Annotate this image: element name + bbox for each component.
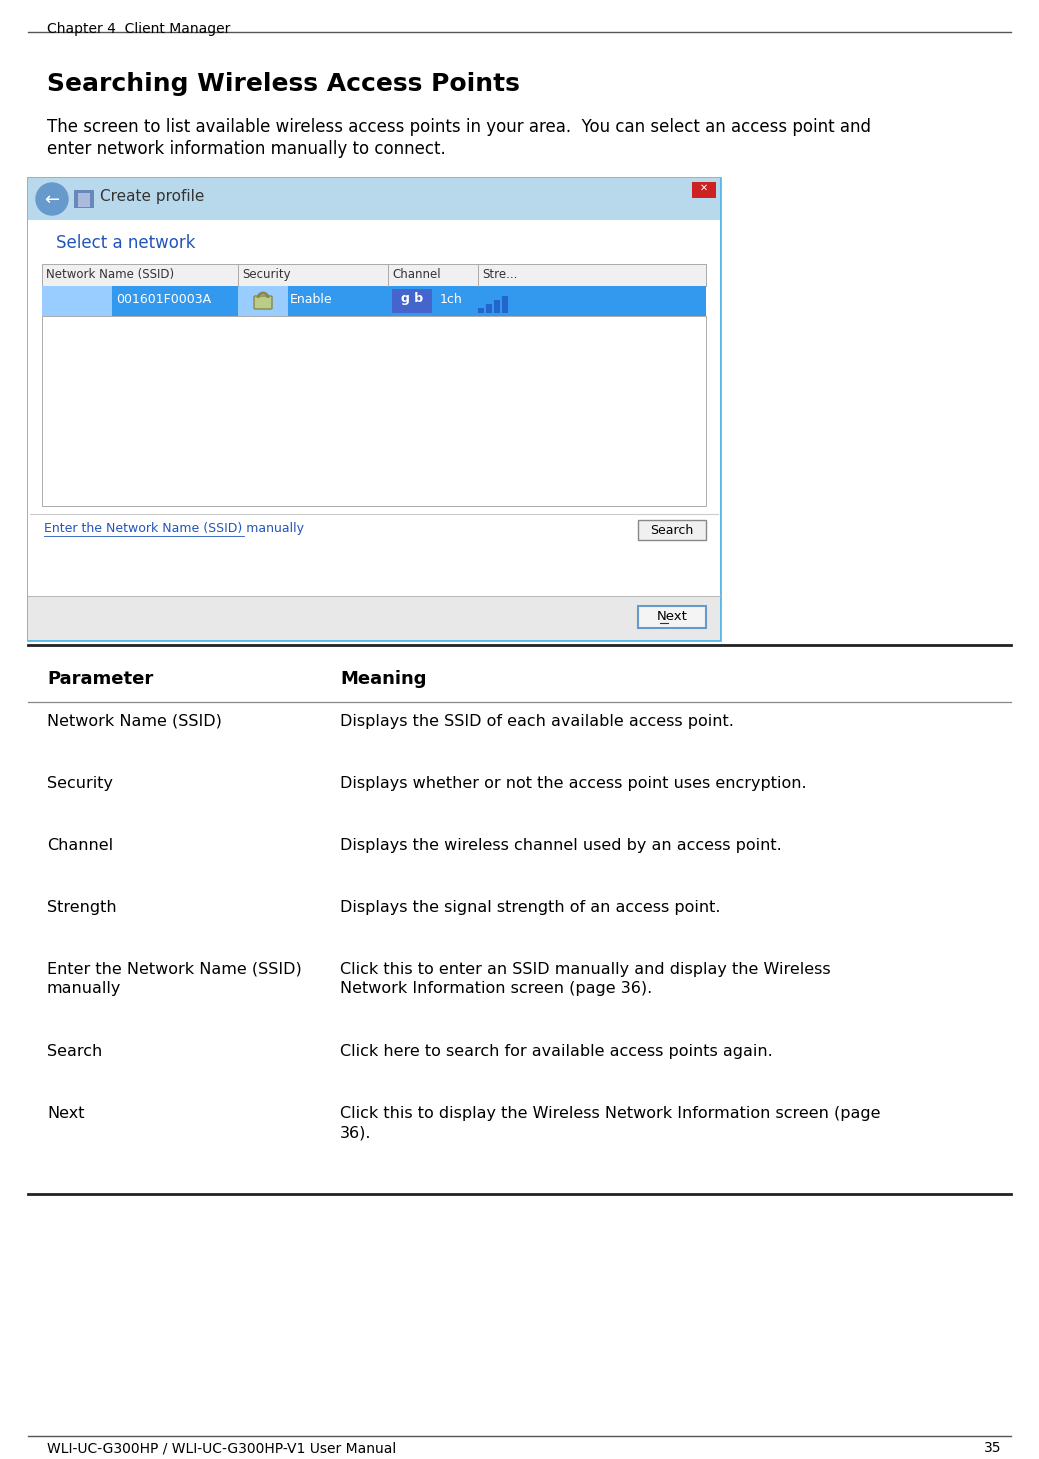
Text: Security: Security bbox=[47, 776, 113, 791]
Bar bbox=[42, 264, 705, 286]
Text: Displays the signal strength of an access point.: Displays the signal strength of an acces… bbox=[340, 900, 720, 915]
Text: Enter the Network Name (SSID)
manually: Enter the Network Name (SSID) manually bbox=[47, 961, 301, 996]
Bar bbox=[238, 286, 288, 317]
Text: Displays the SSID of each available access point.: Displays the SSID of each available acce… bbox=[340, 713, 734, 730]
Bar bbox=[494, 301, 500, 314]
Text: enter network information manually to connect.: enter network information manually to co… bbox=[47, 140, 446, 158]
Text: Enter the Network Name (SSID) manually: Enter the Network Name (SSID) manually bbox=[44, 522, 304, 535]
Text: Stre...: Stre... bbox=[482, 268, 517, 282]
Text: The screen to list available wireless access points in your area.  You can selec: The screen to list available wireless ac… bbox=[47, 118, 871, 136]
Text: 001601F0003A: 001601F0003A bbox=[116, 293, 211, 306]
Text: 1ch: 1ch bbox=[439, 293, 462, 306]
Bar bbox=[692, 182, 716, 198]
Text: Click here to search for available access points again.: Click here to search for available acces… bbox=[340, 1045, 773, 1059]
Bar bbox=[42, 317, 705, 506]
Bar bbox=[28, 178, 720, 641]
Bar bbox=[42, 286, 112, 317]
Circle shape bbox=[36, 182, 68, 214]
Text: WLI-UC-G300HP / WLI-UC-G300HP-V1 User Manual: WLI-UC-G300HP / WLI-UC-G300HP-V1 User Ma… bbox=[47, 1441, 396, 1455]
Text: Channel: Channel bbox=[47, 837, 113, 854]
Bar bbox=[638, 519, 705, 540]
Text: ←: ← bbox=[45, 191, 59, 209]
Text: Channel: Channel bbox=[392, 268, 441, 282]
Text: Click this to display the Wireless Network Information screen (page
36).: Click this to display the Wireless Netwo… bbox=[340, 1106, 880, 1139]
Text: Parameter: Parameter bbox=[47, 670, 153, 689]
Text: Network Name (SSID): Network Name (SSID) bbox=[46, 268, 175, 282]
Bar bbox=[486, 303, 492, 314]
Text: Meaning: Meaning bbox=[340, 670, 426, 689]
FancyBboxPatch shape bbox=[254, 296, 272, 309]
Bar bbox=[74, 190, 94, 209]
Text: ✕: ✕ bbox=[700, 182, 708, 193]
Text: Click this to enter an SSID manually and display the Wireless
Network Informatio: Click this to enter an SSID manually and… bbox=[340, 961, 830, 996]
Text: Enable: Enable bbox=[290, 293, 332, 306]
Text: Next: Next bbox=[657, 610, 688, 623]
Text: Chapter 4  Client Manager: Chapter 4 Client Manager bbox=[47, 22, 231, 36]
Bar bbox=[288, 286, 388, 317]
Text: Network Name (SSID): Network Name (SSID) bbox=[47, 713, 222, 730]
Bar bbox=[638, 605, 705, 627]
Text: Next: Next bbox=[47, 1106, 84, 1121]
Bar bbox=[28, 178, 720, 220]
Text: Create profile: Create profile bbox=[100, 190, 205, 204]
Text: Displays whether or not the access point uses encryption.: Displays whether or not the access point… bbox=[340, 776, 806, 791]
Bar bbox=[28, 595, 720, 641]
Text: Select a network: Select a network bbox=[56, 233, 195, 252]
Text: Search: Search bbox=[47, 1045, 102, 1059]
Text: Security: Security bbox=[242, 268, 291, 282]
Text: g b: g b bbox=[401, 292, 423, 305]
Text: Strength: Strength bbox=[47, 900, 116, 915]
Text: Searching Wireless Access Points: Searching Wireless Access Points bbox=[47, 71, 520, 96]
Bar bbox=[392, 289, 432, 314]
Bar bbox=[502, 296, 508, 314]
Text: Displays the wireless channel used by an access point.: Displays the wireless channel used by an… bbox=[340, 837, 781, 854]
Bar bbox=[112, 286, 705, 317]
Bar bbox=[28, 220, 720, 595]
Text: Search: Search bbox=[650, 524, 694, 537]
Bar bbox=[78, 193, 90, 207]
Bar bbox=[478, 308, 484, 314]
Text: 35: 35 bbox=[984, 1441, 1001, 1455]
